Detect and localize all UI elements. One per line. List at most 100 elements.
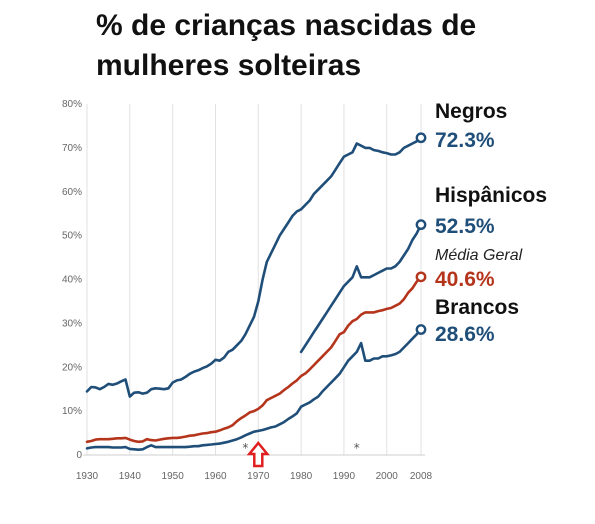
data-point-media-geral-1952: [180, 436, 182, 438]
data-point-negros-2001: [390, 153, 392, 155]
data-point-brancos-1994: [360, 342, 362, 344]
data-point-brancos-1951: [176, 446, 178, 448]
y-tick-label-40: 40%: [62, 275, 82, 286]
data-point-media-geral-1936: [111, 438, 113, 440]
data-point-brancos-1980: [300, 406, 302, 408]
data-point-hispanicos-1998: [377, 272, 379, 274]
data-point-negros-1995: [364, 147, 366, 149]
data-point-media-geral-1935: [107, 438, 109, 440]
data-point-negros-1945: [150, 388, 152, 390]
data-point-media-geral-1970: [257, 408, 259, 410]
data-point-negros-1939: [124, 378, 126, 380]
data-point-media-geral-1978: [291, 382, 293, 384]
data-point-media-geral-1974: [274, 395, 276, 397]
data-point-hispanicos-2006: [411, 239, 413, 241]
data-point-negros-2002: [394, 153, 396, 155]
data-point-brancos-1954: [189, 445, 191, 447]
data-point-media-geral-1940: [129, 438, 131, 440]
data-point-hispanicos-2000: [386, 267, 388, 269]
data-point-media-geral-1933: [99, 438, 101, 440]
data-point-media-geral-1954: [189, 434, 191, 436]
data-point-brancos-1967: [244, 434, 246, 436]
data-point-media-geral-2000: [386, 308, 388, 310]
series-line-hispanicos: [299, 223, 423, 354]
data-point-brancos-1990: [343, 366, 345, 368]
data-point-media-geral-1959: [210, 431, 212, 433]
data-point-brancos-1992: [351, 355, 353, 357]
data-point-brancos-1938: [120, 446, 122, 448]
y-tick-label-50: 50%: [62, 231, 82, 242]
data-point-brancos-1932: [94, 446, 96, 448]
y-tick-label-60: 60%: [62, 187, 82, 198]
data-point-media-geral-1966: [240, 417, 242, 419]
data-point-negros-1958: [206, 365, 208, 367]
data-point-media-geral-1937: [116, 437, 118, 439]
data-point-media-geral-1981: [304, 372, 306, 374]
data-point-media-geral-1946: [154, 439, 156, 441]
data-point-brancos-1948: [163, 446, 165, 448]
data-point-negros-1987: [330, 175, 332, 177]
data-point-media-geral-1994: [360, 313, 362, 315]
data-point-negros-1943: [141, 392, 143, 394]
data-point-negros-1975: [278, 234, 280, 236]
series-value-media-geral: 40.6%: [435, 268, 495, 291]
x-tick-label-1990: 1990: [333, 471, 356, 482]
data-point-brancos-1940: [129, 448, 131, 450]
chart-title-line-1: % de crianças nascidas de: [96, 9, 477, 42]
data-point-brancos-1953: [184, 446, 186, 448]
end-marker-media-geral: [415, 271, 427, 283]
data-point-negros-1973: [270, 252, 272, 254]
data-point-negros-2006: [411, 142, 413, 144]
data-point-negros-1986: [326, 180, 328, 182]
annotation-markers: * *: [242, 441, 360, 468]
data-point-brancos-1982: [308, 401, 310, 403]
data-point-brancos-1993: [356, 351, 358, 353]
data-point-media-geral-1938: [120, 437, 122, 439]
data-point-negros-1991: [347, 153, 349, 155]
data-point-brancos-1946: [154, 446, 156, 448]
x-tick-label-1970: 1970: [247, 471, 270, 482]
x-axis: 1930 1940 1950 1960 1970 1980 1990 2000 2008: [76, 471, 433, 482]
series-media-geral: [85, 271, 427, 444]
data-point-negros-1980: [300, 208, 302, 210]
series-name-media-geral: Média Geral: [435, 247, 523, 264]
data-point-negros-1996: [368, 147, 370, 149]
data-point-media-geral-1987: [330, 346, 332, 348]
chart-title-line-2: mulheres solteiras: [96, 49, 362, 82]
data-point-brancos-1952: [180, 446, 182, 448]
x-tick-label-1940: 1940: [119, 471, 142, 482]
data-point-media-geral-1932: [94, 438, 96, 440]
data-point-negros-1948: [163, 388, 165, 390]
data-point-brancos-1955: [193, 445, 195, 447]
data-point-negros-2005: [407, 144, 409, 146]
series-lines: [85, 132, 427, 451]
data-point-media-geral-1964: [231, 424, 233, 426]
data-point-media-geral-1956: [197, 433, 199, 435]
data-point-negros-1988: [334, 169, 336, 171]
data-point-media-geral-1957: [201, 432, 203, 434]
data-point-media-geral-1931: [90, 440, 92, 442]
data-point-negros-1961: [219, 359, 221, 361]
data-point-brancos-2005: [407, 342, 409, 344]
data-point-brancos-1970: [257, 430, 259, 432]
data-point-brancos-1968: [249, 432, 251, 434]
data-point-brancos-1956: [197, 445, 199, 447]
data-point-media-geral-1949: [167, 437, 169, 439]
data-point-media-geral-1942: [137, 441, 139, 443]
x-tick-label-2000: 2000: [376, 471, 399, 482]
series-points-brancos: [86, 328, 422, 451]
data-point-brancos-1964: [231, 439, 233, 441]
data-point-negros-1964: [231, 349, 233, 351]
data-point-brancos-1962: [223, 442, 225, 444]
data-point-hispanicos-2002: [394, 265, 396, 267]
data-point-media-geral-1980: [300, 375, 302, 377]
data-point-hispanicos-1981: [304, 344, 306, 346]
data-point-brancos-1988: [334, 377, 336, 379]
data-point-brancos-2002: [394, 353, 396, 355]
series-value-hispanicos: 52.5%: [435, 215, 495, 238]
data-point-hispanicos-1995: [364, 276, 366, 278]
data-point-media-geral-2005: [407, 291, 409, 293]
data-point-negros-1994: [360, 144, 362, 146]
data-point-negros-1998: [377, 150, 379, 152]
data-point-brancos-2003: [398, 351, 400, 353]
